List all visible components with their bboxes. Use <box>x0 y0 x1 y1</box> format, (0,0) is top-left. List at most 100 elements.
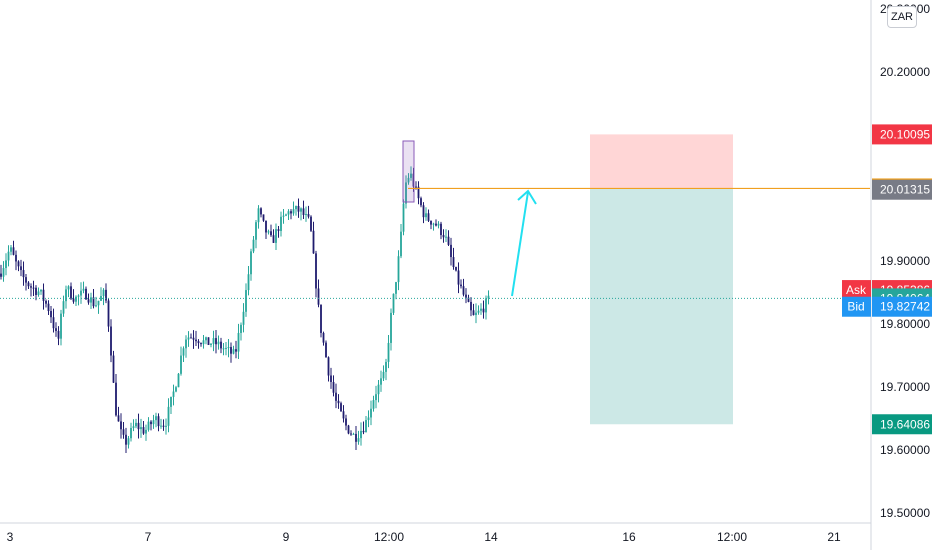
candle-body <box>95 305 97 307</box>
candle-body <box>282 215 285 217</box>
candle-body <box>127 438 130 445</box>
candle-body <box>265 220 267 233</box>
candle-body <box>295 206 297 210</box>
candle-body <box>292 209 295 214</box>
candle-body <box>37 291 40 295</box>
price-tag-value: 20.10095 <box>880 127 930 141</box>
candle-body <box>25 277 27 283</box>
candle-body <box>237 332 240 352</box>
candle-body <box>347 425 350 434</box>
candle-body <box>240 324 242 333</box>
price-tick-label: 19.70000 <box>880 380 930 394</box>
candle-body <box>232 349 235 354</box>
highlight-box <box>402 140 415 203</box>
candle-body <box>60 313 62 339</box>
time-axis[interactable]: 3 7 9 12:00 14 16 12:00 21 <box>0 522 871 544</box>
candle-body <box>350 433 352 435</box>
candle-body <box>130 427 132 439</box>
time-tick-label: 3 <box>7 530 14 544</box>
candlestick-series <box>0 166 490 454</box>
stop-loss-zone[interactable] <box>590 134 733 189</box>
candle-body <box>430 220 432 225</box>
candle-body <box>462 286 465 295</box>
candle-body <box>70 286 72 299</box>
take-profit-zone[interactable] <box>590 188 733 425</box>
candle-body <box>112 355 115 383</box>
candle-body <box>267 231 270 233</box>
price-tick-label: 20.20000 <box>880 65 930 79</box>
candle-body <box>340 403 342 412</box>
candle-body <box>222 348 225 350</box>
price-tag <box>872 179 932 200</box>
candle-body <box>110 326 112 356</box>
candle-body <box>445 236 447 238</box>
candle-body <box>230 347 232 354</box>
price-axis[interactable]: 20.3000020.2000019.9000019.8000019.70000… <box>870 0 930 550</box>
candle-body <box>280 216 282 231</box>
candle-body <box>182 348 185 356</box>
candle-body <box>22 270 25 278</box>
candle-body <box>355 433 357 442</box>
candle-body <box>427 213 430 221</box>
candle-body <box>345 418 347 426</box>
candle-body <box>5 260 7 269</box>
candle-body <box>212 338 215 344</box>
candle-body <box>407 177 410 183</box>
candle-body <box>317 288 320 305</box>
candle-body <box>337 400 340 404</box>
candle-body <box>310 216 312 231</box>
candle-body <box>30 286 32 288</box>
time-tick-label: 21 <box>827 530 841 544</box>
candle-body <box>400 231 402 257</box>
time-tick-label: 14 <box>484 530 498 544</box>
candle-body <box>435 223 437 226</box>
candle-body <box>17 261 20 267</box>
currency-badge[interactable]: ZAR <box>887 6 917 28</box>
candle-body <box>477 310 480 313</box>
candle-body <box>405 182 407 204</box>
chart-overlays <box>0 140 870 299</box>
price-tag <box>872 414 932 435</box>
candle-body <box>152 420 155 425</box>
candle-body <box>65 289 67 302</box>
candle-body <box>452 257 455 268</box>
candle-body <box>272 235 275 243</box>
candle-body <box>270 231 272 236</box>
candle-body <box>157 416 160 427</box>
candle-body <box>50 311 52 318</box>
candle-body <box>220 341 222 349</box>
candle-body <box>330 375 332 382</box>
candle-body <box>87 299 90 303</box>
candle-body <box>262 214 265 221</box>
time-tick-label: 9 <box>283 530 290 544</box>
candle-body <box>107 300 110 327</box>
candle-body <box>140 427 142 430</box>
candle-body <box>115 382 117 416</box>
candle-body <box>170 396 172 407</box>
forecast-arrow-head <box>517 189 537 205</box>
candle-body <box>335 392 337 401</box>
candle-body <box>155 416 157 421</box>
candle-body <box>425 213 427 218</box>
candle-body <box>365 420 367 433</box>
candle-body <box>47 303 50 312</box>
candle-body <box>482 308 485 313</box>
candle-body <box>180 355 182 374</box>
candle-body <box>85 288 87 300</box>
candle-body <box>487 295 490 299</box>
candle-body <box>305 214 307 216</box>
candle-body <box>455 267 457 271</box>
candle-body <box>55 328 57 331</box>
position-tool[interactable] <box>590 134 733 425</box>
candle-body <box>165 425 167 427</box>
price-tag <box>872 296 932 317</box>
candle-body <box>97 300 100 306</box>
candle-body <box>77 295 80 297</box>
candle-body <box>390 312 392 343</box>
candle-body <box>385 361 387 372</box>
candle-body <box>402 203 405 232</box>
candle-body <box>420 198 422 206</box>
candle-body <box>202 340 205 345</box>
candle-body <box>147 421 150 430</box>
